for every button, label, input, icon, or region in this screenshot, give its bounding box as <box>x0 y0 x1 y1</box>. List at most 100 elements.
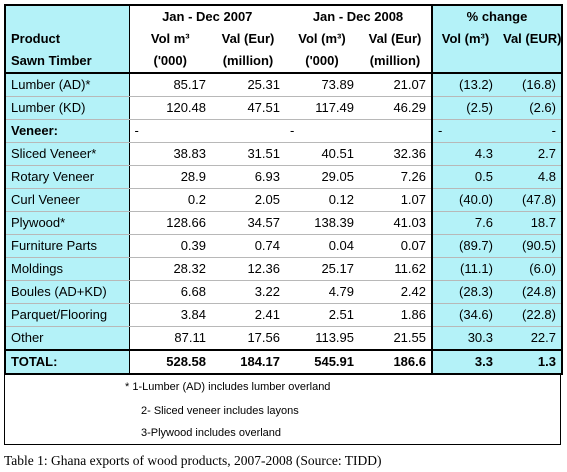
vol-2007-cell: 0.2 <box>128 188 211 212</box>
vol-2007-header: Vol m³ <box>128 28 211 50</box>
val-pct-cell: (16.8) <box>498 73 563 97</box>
val-2007-cell <box>211 119 285 143</box>
product-cell: Lumber (AD)* <box>4 73 129 97</box>
product-cell: Furniture Parts <box>4 234 129 258</box>
val-2008-cell: 1.86 <box>359 303 432 327</box>
val-2008-cell: 2.42 <box>359 280 432 304</box>
table-row: Parquet/Flooring 3.84 2.41 2.51 1.86 (34.6) (2… <box>4 303 563 327</box>
val-2008-unit: (million) <box>359 50 432 74</box>
val-2008-cell: 41.03 <box>359 211 432 235</box>
vol-2007-unit: ('000) <box>128 50 211 74</box>
val-2008-cell: 21.55 <box>393 330 426 345</box>
val-pct-cell: 18.7 <box>498 211 563 235</box>
footnote-3: 3-Plywood includes overland <box>141 427 282 439</box>
vol-2007-cell: 6.68 <box>128 280 211 304</box>
val-2008-cell: 1.07 <box>359 188 432 212</box>
table-row: Other 87.11 17.56 113.95 21.55 30.3 22.7 <box>4 326 563 350</box>
val-2008-cell: 46.29 <box>359 96 432 120</box>
vol-pct-cell: (13.2) <box>431 73 498 97</box>
period-2008-header: Jan - Dec 2008 <box>285 4 432 28</box>
vol-2008-cell: 4.79 <box>285 280 359 304</box>
val-pct-cell: (47.8) <box>498 188 563 212</box>
table-row: Sliced Veneer* 38.83 31.51 40.51 32.36 4.3 2.7 <box>4 142 563 166</box>
val-2008-cell: 0.07 <box>359 234 432 258</box>
vol-pct-cell: 3.3 <box>431 349 498 375</box>
vol-pct-cell: 30.3 <box>431 326 498 350</box>
vol-pct-cell: 4.3 <box>431 142 498 166</box>
vol-2008-header: Vol (m³) <box>298 31 346 46</box>
val-2007-cell: 34.57 <box>211 211 285 235</box>
vol-2008-cell: 2.51 <box>285 303 359 327</box>
val-2007-header: Val (Eur) <box>221 31 275 46</box>
vol-pct-cell: - <box>431 119 498 143</box>
product-cell: Boules (AD+KD) <box>4 280 129 304</box>
table-row: Curl Veneer 0.2 2.05 0.12 1.07 (40.0) (47.8) <box>4 188 563 212</box>
vol-2007-cell: 3.84 <box>128 303 211 327</box>
val-pct-cell: - <box>498 119 563 143</box>
vol-2007-cell: 0.39 <box>128 234 211 258</box>
val-2007-cell: 0.74 <box>211 234 285 258</box>
table-row: Boules (AD+KD) 6.68 3.22 4.79 2.42 (28.3) (24.… <box>4 280 563 304</box>
vol-2008-cell: 40.51 <box>285 142 359 166</box>
product-cell: Sliced Veneer* <box>4 142 129 166</box>
val-2008-cell: 7.26 <box>359 165 432 189</box>
val-2008-header: Val (Eur) <box>368 31 422 46</box>
vol-2007-cell: 120.48 <box>128 96 211 120</box>
vol-2008-cell: 0.12 <box>285 188 359 212</box>
vol-pct-header: Vol (m³) <box>431 28 498 50</box>
val-2007-cell: 6.93 <box>211 165 285 189</box>
vol-pct-cell: (11.1) <box>431 257 498 281</box>
table-caption: Table 1: Ghana exports of wood products,… <box>4 453 382 468</box>
vol-pct-cell: 0.5 <box>431 165 498 189</box>
header-row-2: Product Vol m³ Val (Eur) Vol (m³) Val (E… <box>4 28 563 50</box>
val-pct-cell: 22.7 <box>498 326 563 350</box>
vol-2008-cell: 25.17 <box>285 257 359 281</box>
vol-2007-cell: 28.9 <box>128 165 211 189</box>
table-row: Lumber (KD) 120.48 47.51 117.49 46.29 (2.5) (2… <box>4 96 563 120</box>
vol-pct-cell: (28.3) <box>431 280 498 304</box>
footnote-1: * 1-Lumber (AD) includes lumber overland <box>125 381 331 393</box>
vol-2008-unit: ('000) <box>285 50 359 74</box>
table-row: Plywood* 128.66 34.57 138.39 41.03 7.6 18.7 <box>4 211 563 235</box>
val-pct-cell: 2.7 <box>498 142 563 166</box>
val-pct-cell: (24.8) <box>498 280 563 304</box>
sawn-timber-header: Sawn Timber <box>4 50 129 74</box>
val-2008-cell <box>359 119 432 143</box>
vol-2007-cell: - <box>128 119 211 143</box>
vol-pct-cell: (2.5) <box>431 96 498 120</box>
exports-table: Jan - Dec 2007 Jan - Dec 2008 % change P… <box>4 4 563 375</box>
header-row-1: Jan - Dec 2007 Jan - Dec 2008 % change <box>4 4 563 28</box>
val-2008-cell: 21.07 <box>359 73 432 97</box>
product-cell: Other <box>4 326 129 350</box>
val-pct-cell: (2.6) <box>498 96 563 120</box>
table-row: Furniture Parts 0.39 0.74 0.04 0.07 (89.7) (90… <box>4 234 563 258</box>
vol-pct-cell: (40.0) <box>431 188 498 212</box>
vol-2007-cell: 85.17 <box>128 73 211 97</box>
exports-table-container: Jan - Dec 2007 Jan - Dec 2008 % change P… <box>4 4 563 445</box>
vol-2007-cell: 28.32 <box>128 257 211 281</box>
vol-2008-cell: 29.05 <box>285 165 359 189</box>
val-2008-cell: 32.36 <box>359 142 432 166</box>
product-cell: Plywood* <box>4 211 129 235</box>
table-row: Rotary Veneer 28.9 6.93 29.05 7.26 0.5 4.8 <box>4 165 563 189</box>
val-pct-cell: (22.8) <box>498 303 563 327</box>
vol-2007-cell: 87.11 <box>128 326 211 350</box>
table-row: Lumber (AD)* 85.17 25.31 73.89 21.07 (13.2) (1… <box>4 73 563 97</box>
vol-2008-cell: 545.91 <box>285 349 359 375</box>
product-cell: Parquet/Flooring <box>4 303 129 327</box>
vol-2008-cell: - <box>285 119 359 143</box>
footnotes: * 1-Lumber (AD) includes lumber overland… <box>4 375 561 445</box>
product-cell: Veneer: <box>4 119 129 143</box>
product-cell: Curl Veneer <box>4 188 129 212</box>
product-cell: Moldings <box>4 257 129 281</box>
vol-pct-cell: (34.6) <box>431 303 498 327</box>
val-2008-cell: 11.62 <box>359 257 432 281</box>
product-cell: Lumber (KD) <box>4 96 129 120</box>
val-pct-cell: 1.3 <box>498 349 563 375</box>
vol-2008-cell: 113.95 <box>315 330 354 345</box>
val-pct-cell: (90.5) <box>498 234 563 258</box>
val-2007-cell: 31.51 <box>211 142 285 166</box>
val-pct-cell: 4.8 <box>498 165 563 189</box>
vol-pct-cell: (89.7) <box>431 234 498 258</box>
vol-2008-cell: 73.89 <box>285 73 359 97</box>
